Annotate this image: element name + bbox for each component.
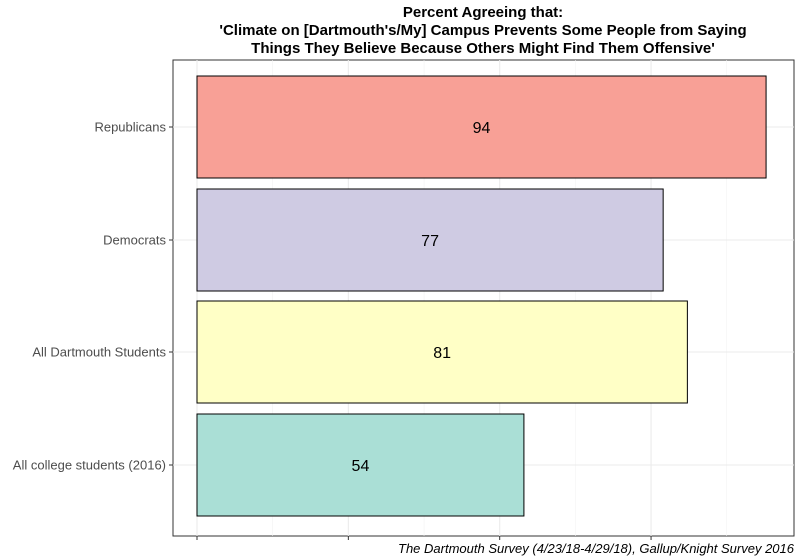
bars xyxy=(196,75,767,517)
y-tick-label: All Dartmouth Students xyxy=(32,345,166,360)
data-label: 81 xyxy=(433,345,451,362)
data-label: 94 xyxy=(473,120,491,137)
bar xyxy=(196,75,767,179)
y-tick-label: Republicans xyxy=(94,120,166,135)
chart-title-line-2: 'Climate on [Dartmouth's/My] Campus Prev… xyxy=(219,22,746,39)
chart-title-line-3: Things They Believe Because Others Might… xyxy=(251,40,715,57)
y-axis-ticks: Republicans Democrats All Dartmouth Studen… xyxy=(13,120,173,473)
bar xyxy=(196,413,525,517)
data-labels: 94 77 81 54 xyxy=(352,120,491,475)
chart-caption: The Dartmouth Survey (4/23/18-4/29/18), … xyxy=(398,541,795,556)
bar xyxy=(196,188,664,292)
data-label: 77 xyxy=(421,233,439,250)
data-label: 54 xyxy=(352,458,370,475)
x-axis-ticks xyxy=(196,536,652,540)
y-tick-label: All college students (2016) xyxy=(13,458,166,473)
chart-title-line-1: Percent Agreeing that: xyxy=(403,4,563,21)
bar xyxy=(196,300,688,404)
y-tick-label: Democrats xyxy=(103,233,166,248)
